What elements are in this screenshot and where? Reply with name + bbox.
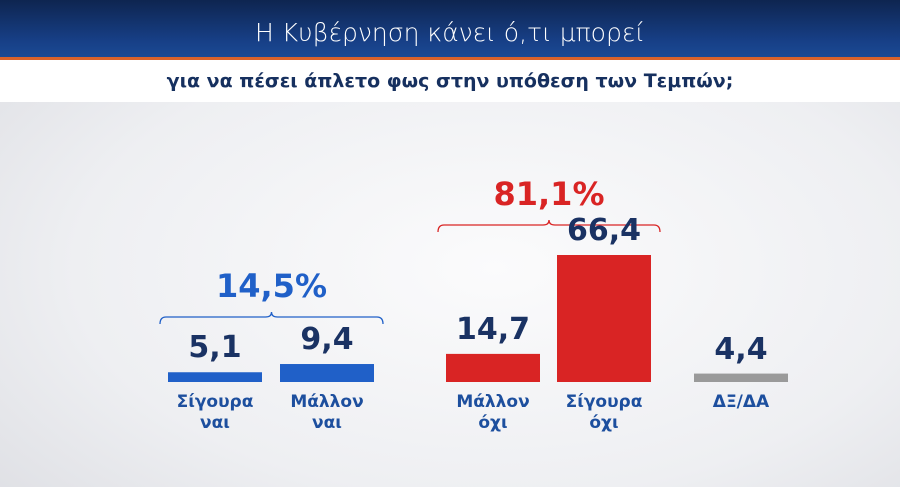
subtitle-band — [0, 60, 900, 102]
value-label: 4,4 — [714, 331, 768, 367]
value-label: 14,7 — [455, 311, 531, 347]
title-band — [0, 0, 900, 58]
bar — [446, 353, 540, 382]
chart-title: Η Κυβέρνηση κάνει ό,τι μπορεί — [254, 18, 646, 47]
value-label: 9,4 — [300, 322, 354, 358]
accent-line — [0, 57, 900, 60]
value-label: 5,1 — [188, 330, 242, 366]
category-label: ΔΞ/ΔΑ — [712, 392, 770, 412]
group-brace — [437, 219, 661, 233]
category-label: Μάλλον ναι — [290, 392, 364, 433]
value-label: 66,4 — [566, 213, 642, 248]
category-label: Μάλλον όχι — [456, 392, 530, 433]
bar — [557, 255, 651, 382]
group-total-label: 81,1% — [493, 175, 605, 213]
category-label: Σίγουρα ναι — [176, 392, 254, 433]
category-label: Σίγουρα όχι — [565, 392, 643, 433]
bar — [694, 373, 788, 382]
chart-subtitle: για να πέσει άπλετο φως στην υπόθεση των… — [166, 70, 734, 92]
group-total-label: 14,5% — [215, 267, 327, 306]
bar — [168, 372, 262, 382]
bar — [280, 364, 374, 382]
